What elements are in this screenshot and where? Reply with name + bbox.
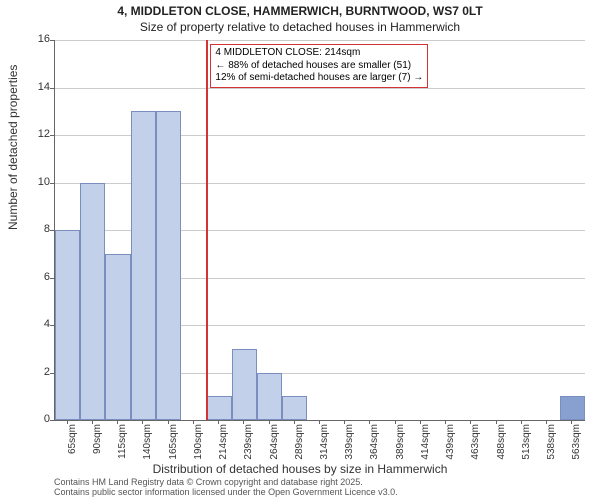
annotation-line2: ← 88% of detached houses are smaller (51… <box>215 60 423 73</box>
xtick-label: 65sqm <box>67 424 78 474</box>
ytick-label: 8 <box>20 223 50 235</box>
annotation-line3: 12% of semi-detached houses are larger (… <box>215 72 423 85</box>
ytick-mark <box>50 420 54 421</box>
ytick-mark <box>50 40 54 41</box>
gridline <box>55 40 585 41</box>
xtick-label: 414sqm <box>420 424 431 474</box>
xtick-label: 190sqm <box>193 424 204 474</box>
chart-title-line1: 4, MIDDLETON CLOSE, HAMMERWICH, BURNTWOO… <box>0 4 600 18</box>
ytick-mark <box>50 373 54 374</box>
xtick-label: 264sqm <box>269 424 280 474</box>
ytick-label: 2 <box>20 366 50 378</box>
xtick-label: 140sqm <box>142 424 153 474</box>
xtick-label: 364sqm <box>369 424 380 474</box>
ytick-label: 12 <box>20 128 50 140</box>
ytick-mark <box>50 88 54 89</box>
ytick-mark <box>50 135 54 136</box>
xtick-label: 165sqm <box>168 424 179 474</box>
ytick-label: 4 <box>20 318 50 330</box>
histogram-bar <box>131 111 156 420</box>
xtick-label: 314sqm <box>319 424 330 474</box>
xtick-label: 239sqm <box>243 424 254 474</box>
histogram-bar <box>55 230 80 420</box>
ytick-label: 16 <box>20 33 50 45</box>
xtick-label: 90sqm <box>92 424 103 474</box>
xtick-label: 339sqm <box>344 424 355 474</box>
xtick-label: 439sqm <box>445 424 456 474</box>
histogram-bar <box>206 396 231 420</box>
histogram-bar <box>156 111 181 420</box>
xtick-label: 488sqm <box>496 424 507 474</box>
ytick-label: 6 <box>20 271 50 283</box>
histogram-bar <box>105 254 130 420</box>
plot-area: 4 MIDDLETON CLOSE: 214sqm ← 88% of detac… <box>54 40 585 421</box>
xtick-label: 513sqm <box>521 424 532 474</box>
chart-title-line2: Size of property relative to detached ho… <box>0 20 600 34</box>
xtick-label: 214sqm <box>218 424 229 474</box>
credit-line2: Contains public sector information licen… <box>54 488 398 498</box>
gridline <box>55 88 585 89</box>
reference-line <box>206 40 208 420</box>
histogram-bar <box>560 396 585 420</box>
histogram-bar <box>282 396 307 420</box>
ytick-mark <box>50 230 54 231</box>
xtick-label: 389sqm <box>395 424 406 474</box>
y-axis-label: Number of detached properties <box>6 65 20 230</box>
ytick-label: 10 <box>20 176 50 188</box>
ytick-mark <box>50 325 54 326</box>
xtick-label: 463sqm <box>470 424 481 474</box>
histogram-bar <box>232 349 257 420</box>
xtick-label: 563sqm <box>571 424 582 474</box>
ytick-label: 0 <box>20 413 50 425</box>
histogram-bar <box>80 183 105 421</box>
xtick-label: 538sqm <box>546 424 557 474</box>
xtick-label: 115sqm <box>117 424 128 474</box>
credit-text: Contains HM Land Registry data © Crown c… <box>54 478 398 498</box>
ytick-mark <box>50 183 54 184</box>
histogram-bar <box>257 373 282 421</box>
xtick-label: 289sqm <box>294 424 305 474</box>
annotation-line1: 4 MIDDLETON CLOSE: 214sqm <box>215 47 423 60</box>
ytick-mark <box>50 278 54 279</box>
annotation-box: 4 MIDDLETON CLOSE: 214sqm ← 88% of detac… <box>210 44 428 88</box>
ytick-label: 14 <box>20 81 50 93</box>
